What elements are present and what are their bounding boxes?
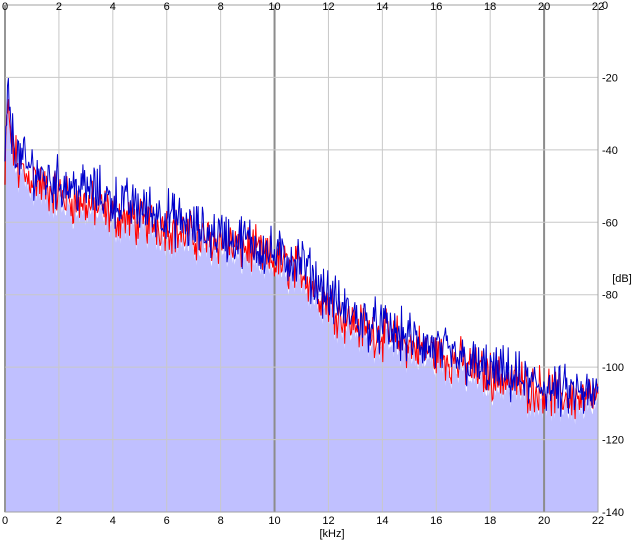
series-line-blue — [4, 77, 599, 417]
x-tick-top-2: 2 — [56, 1, 62, 13]
series-group — [4, 77, 599, 420]
x-tick-bottom-8: 8 — [218, 515, 224, 527]
x-tick-labels-top: 0 2 4 6 8 10 12 14 16 18 20 22 — [2, 1, 604, 13]
x-tick-top-14: 14 — [376, 1, 388, 13]
spectrum-fill-area — [5, 104, 598, 512]
y-tick--100: -100 — [602, 362, 624, 374]
y-tick--40: -40 — [602, 145, 618, 157]
x-tick-top-10: 10 — [268, 1, 280, 13]
x-tick-top-8: 8 — [218, 1, 224, 13]
x-tick-bottom-2: 2 — [56, 515, 62, 527]
x-tick-bottom-22: 22 — [592, 515, 604, 527]
y-tick--60: -60 — [602, 217, 618, 229]
x-tick-top-0: 0 — [2, 1, 8, 13]
x-tick-bottom-12: 12 — [322, 515, 334, 527]
x-tick-top-20: 20 — [538, 1, 550, 13]
x-tick-top-18: 18 — [484, 1, 496, 13]
x-tick-bottom-20: 20 — [538, 515, 550, 527]
y-tick--80: -80 — [602, 290, 618, 302]
y-axis-unit-label: [dB] — [612, 273, 632, 285]
x-axis-unit-label: [kHz] — [319, 528, 344, 540]
y-tick-0: 0 — [602, 0, 608, 12]
x-tick-labels-bottom: 0 2 4 6 8 10 12 14 16 18 20 22 — [2, 515, 604, 527]
x-tick-bottom-6: 6 — [164, 515, 170, 527]
x-tick-bottom-4: 4 — [110, 515, 116, 527]
x-tick-top-12: 12 — [322, 1, 334, 13]
x-tick-bottom-18: 18 — [484, 515, 496, 527]
y-tick--120: -120 — [602, 435, 624, 447]
x-tick-top-16: 16 — [430, 1, 442, 13]
x-tick-top-4: 4 — [110, 1, 116, 13]
y-tick--140: -140 — [602, 507, 624, 519]
y-tick--20: -20 — [602, 72, 618, 84]
x-tick-bottom-0: 0 — [2, 515, 8, 527]
x-tick-bottom-10: 10 — [268, 515, 280, 527]
x-tick-top-22: 22 — [592, 1, 604, 13]
x-tick-bottom-14: 14 — [376, 515, 388, 527]
x-tick-bottom-16: 16 — [430, 515, 442, 527]
y-tick-labels: 0 -20 -40 -60 -80 -100 -120 -140 — [602, 0, 624, 519]
x-tick-top-6: 6 — [164, 1, 170, 13]
plot-frame — [4, 4, 599, 513]
